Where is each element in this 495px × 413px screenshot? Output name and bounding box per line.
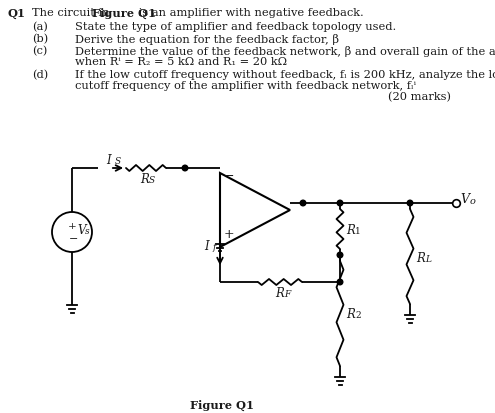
Text: (a): (a) <box>32 22 48 32</box>
Circle shape <box>407 200 413 206</box>
Text: V: V <box>460 193 469 206</box>
Text: is an amplifier with negative feedback.: is an amplifier with negative feedback. <box>135 8 364 18</box>
Text: The circuit in: The circuit in <box>32 8 113 18</box>
Text: when Rⁱ = R₂ = 5 kΩ and R₁ = 20 kΩ: when Rⁱ = R₂ = 5 kΩ and R₁ = 20 kΩ <box>75 57 287 67</box>
Circle shape <box>337 279 343 285</box>
Text: cutoff frequency of the amplifier with feedback network, fₗⁱ: cutoff frequency of the amplifier with f… <box>75 81 416 91</box>
Text: If the low cutoff frequency without feedback, fₗ is 200 kHz, analyze the low: If the low cutoff frequency without feed… <box>75 70 495 80</box>
Circle shape <box>300 200 306 206</box>
Circle shape <box>182 165 188 171</box>
Text: State the type of amplifier and feedback topology used.: State the type of amplifier and feedback… <box>75 22 396 32</box>
Text: Derive the equation for the feedback factor, β: Derive the equation for the feedback fac… <box>75 34 339 45</box>
Text: (20 marks): (20 marks) <box>388 92 451 102</box>
Text: Figure Q1: Figure Q1 <box>92 8 156 19</box>
Text: Q1: Q1 <box>7 8 25 19</box>
Text: R: R <box>140 173 149 186</box>
Text: I: I <box>204 240 208 253</box>
Text: 1: 1 <box>355 227 361 236</box>
Text: +: + <box>68 222 77 231</box>
Text: −: − <box>224 170 235 183</box>
Text: Figure Q1: Figure Q1 <box>190 400 254 411</box>
Text: S: S <box>115 157 121 166</box>
Text: R: R <box>346 224 355 237</box>
Text: (b): (b) <box>32 34 48 44</box>
Text: R: R <box>416 252 425 264</box>
Text: +: + <box>224 228 235 241</box>
Text: I: I <box>106 154 110 167</box>
Text: R: R <box>275 287 284 300</box>
Text: 2: 2 <box>355 311 361 320</box>
Text: V: V <box>77 224 86 237</box>
Text: R: R <box>346 309 355 321</box>
Text: f: f <box>213 243 216 252</box>
Text: (d): (d) <box>32 70 48 80</box>
Text: S: S <box>149 176 155 185</box>
Circle shape <box>337 200 343 206</box>
Text: s: s <box>85 227 90 236</box>
Text: (c): (c) <box>32 46 48 56</box>
Text: Determine the value of the feedback network, β and overall gain of the amplifier: Determine the value of the feedback netw… <box>75 46 495 57</box>
Text: L: L <box>425 254 431 263</box>
Text: −: − <box>69 234 78 244</box>
Circle shape <box>337 252 343 258</box>
Text: o: o <box>470 197 476 206</box>
Text: F: F <box>284 290 290 299</box>
